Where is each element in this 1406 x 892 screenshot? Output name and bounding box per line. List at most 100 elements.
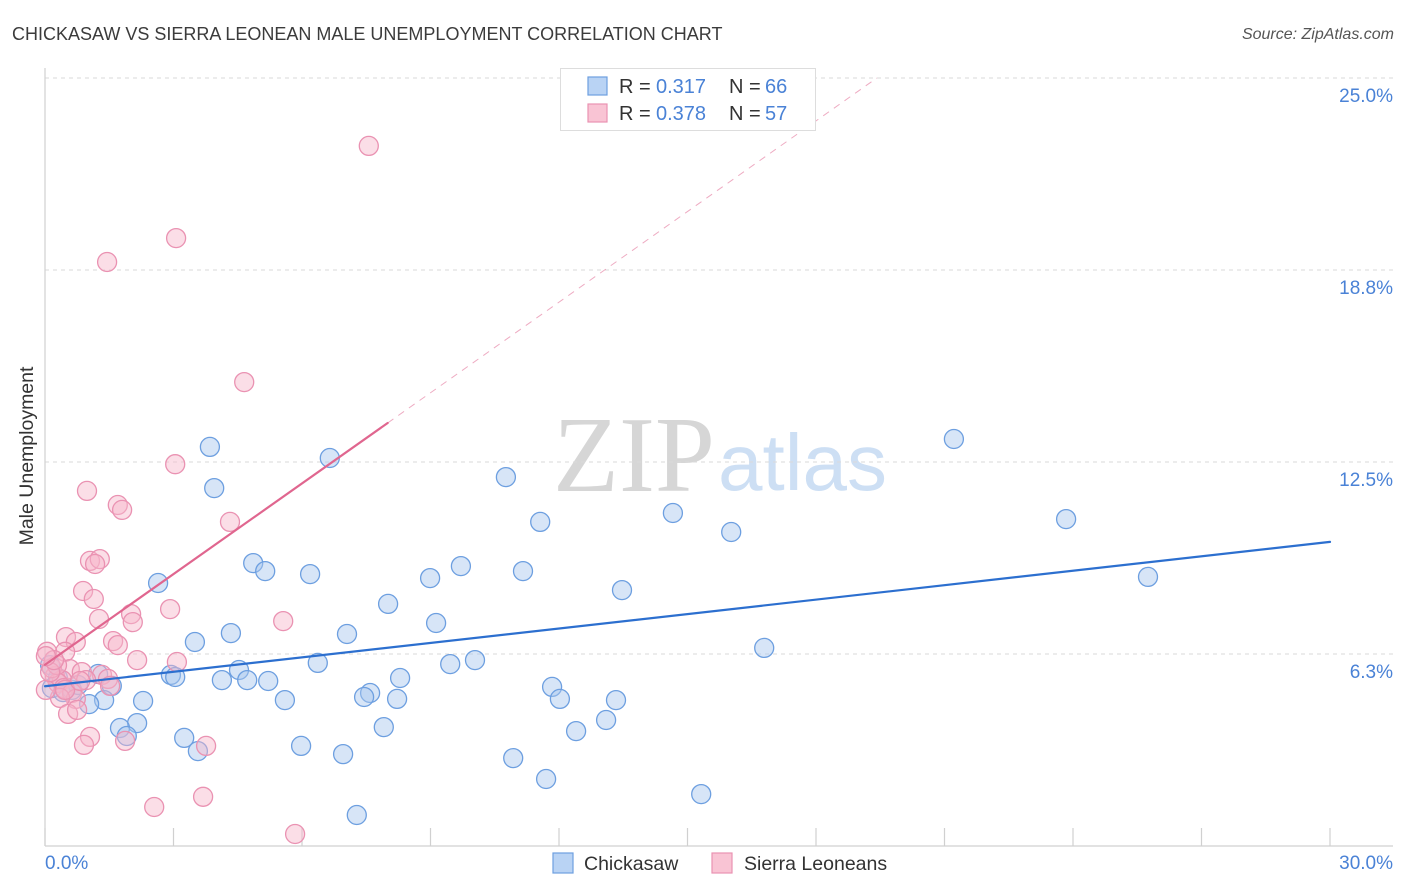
chickasaw-point	[184, 631, 206, 653]
y-axis-title: Male Unemployment	[16, 366, 38, 545]
sierra-leoneans-point	[126, 649, 148, 671]
sierra-leoneans-point	[166, 651, 188, 673]
chickasaw-point	[541, 676, 563, 698]
stats-legend: R = 0.317 N = 66 R = 0.378 N = 57	[560, 68, 816, 131]
chickasaw-point	[450, 555, 472, 577]
chickasaw-point	[595, 709, 617, 731]
sierra-leoneans-r-label: R =	[619, 103, 651, 125]
chickasaw-point	[109, 717, 131, 739]
source-credit: Source: ZipAtlas.com	[1242, 26, 1394, 43]
sierra-leoneans-point	[273, 610, 294, 632]
sierra-leoneans-point	[76, 480, 98, 502]
sierra-leoneans-point	[96, 251, 118, 273]
chickasaw-point	[425, 612, 447, 634]
chickasaw-point	[132, 690, 154, 712]
chickasaw-point	[535, 768, 557, 790]
chickasaw-point	[549, 688, 571, 710]
chickasaw-point	[419, 567, 441, 589]
chickasaw-point	[377, 593, 399, 615]
chickasaw-point	[440, 653, 461, 675]
chickasaw-point	[565, 720, 587, 742]
trend-lines	[43, 77, 1332, 688]
chickasaw-point	[336, 623, 358, 645]
chickasaw-point	[530, 511, 551, 533]
sierra-leoneans-n-value: 57	[765, 103, 787, 125]
sierra-leoneans-legend-swatch	[711, 852, 733, 874]
sierra-leoneans-legend-label: Sierra Leoneans	[744, 853, 887, 875]
sierra-leoneans-n-label: N =	[729, 103, 761, 125]
chickasaw-trend-line	[43, 540, 1332, 688]
chickasaw-point	[359, 682, 381, 704]
chickasaw-point	[174, 727, 195, 749]
chickasaw-point	[373, 716, 394, 738]
chickasaw-point	[211, 669, 233, 691]
sierra-leoneans-point	[83, 588, 104, 610]
chickasaw-point	[353, 686, 375, 708]
sierra-leoneans-point	[72, 580, 94, 602]
chickasaw-point	[721, 521, 742, 543]
chickasaw-point	[389, 667, 411, 689]
y-tick-label: 18.8%	[1339, 278, 1393, 299]
y-tick-label: 12.5%	[1339, 470, 1393, 491]
sierra-leoneans-stats-swatch	[587, 103, 608, 123]
sierra-leoneans-point	[358, 135, 379, 157]
chickasaw-point	[258, 670, 279, 692]
chickasaw-point	[503, 747, 524, 769]
chickasaw-point	[78, 693, 100, 715]
sierra-leoneans-point	[284, 823, 306, 845]
chickasaw-stats-swatch	[587, 76, 608, 96]
tick-labels: 6.3% 12.5% 18.8% 25.0% 0.0% 30.0%	[45, 86, 1393, 874]
sierra-leoneans-point	[219, 511, 241, 533]
chickasaw-point	[1137, 566, 1159, 588]
chickasaw-point	[237, 669, 258, 691]
chickasaw-n-label: N =	[729, 76, 761, 98]
sierra-leoneans-point	[234, 371, 255, 393]
chickasaw-r-value: 0.317	[656, 76, 706, 98]
sierra-leoneans-point	[55, 626, 77, 648]
chickasaw-point	[754, 637, 775, 659]
sierra-leoneans-point	[35, 679, 57, 701]
chickasaw-point	[611, 579, 633, 601]
chickasaw-point	[1055, 508, 1077, 530]
chickasaw-point	[691, 783, 712, 805]
chickasaw-point	[204, 477, 225, 499]
chickasaw-point	[346, 804, 367, 826]
series-legend: Chickasaw Sierra Leoneans	[552, 852, 887, 875]
chickasaw-point	[512, 560, 534, 582]
chickasaw-point	[274, 689, 296, 711]
sierra-leoneans-point	[122, 611, 143, 633]
chickasaw-point	[605, 689, 627, 711]
sierra-leoneans-point	[107, 634, 128, 656]
sierra-leoneans-point	[99, 675, 121, 697]
y-tick-label: 25.0%	[1339, 86, 1393, 107]
sierra-leoneans-r-value: 0.378	[656, 103, 706, 125]
chickasaw-point	[662, 502, 684, 524]
sierra-leoneans-point	[165, 454, 186, 475]
x-tick-label: 0.0%	[45, 853, 88, 874]
sierra-leoneans-point	[111, 499, 133, 521]
sierra-leoneans-point	[84, 553, 106, 575]
x-tick-label: 30.0%	[1339, 853, 1393, 874]
chickasaw-point	[307, 652, 328, 674]
chickasaw-legend-swatch	[552, 852, 574, 874]
sierra-leoneans-trend-line	[43, 421, 389, 666]
chickasaw-r-label: R =	[619, 76, 651, 98]
chickasaw-point	[464, 649, 486, 671]
sierra-leoneans-point	[66, 699, 88, 721]
chickasaw-point	[495, 466, 517, 488]
sierra-leoneans-point	[114, 730, 136, 752]
sierra-leoneans-point	[165, 227, 187, 249]
watermark-zip-text: ZIP	[553, 396, 715, 515]
chickasaw-point	[943, 428, 965, 450]
axes	[44, 68, 1393, 847]
sierra-leoneans-point	[144, 796, 165, 818]
chickasaw-point	[290, 735, 312, 757]
chickasaw-point	[386, 688, 408, 710]
sierra-leoneans-point	[159, 598, 181, 620]
chickasaw-point	[243, 552, 264, 574]
chickasaw-point	[199, 436, 221, 458]
watermark: ZIP atlas	[553, 396, 887, 515]
chickasaw-point	[332, 743, 354, 765]
